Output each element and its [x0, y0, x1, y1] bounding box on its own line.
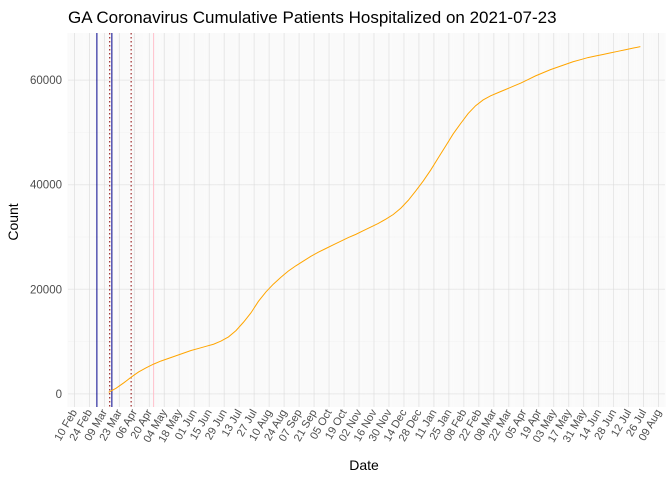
y-tick-label: 40000: [30, 180, 62, 192]
series-line: [108, 46, 641, 393]
x-axis-title: Date: [349, 457, 379, 473]
y-tick-label: 60000: [30, 75, 62, 87]
grid-layer: [67, 33, 666, 407]
y-tick-label: 20000: [30, 284, 62, 296]
y-axis-title: Count: [5, 203, 21, 240]
y-tick-label: 0: [56, 389, 62, 401]
y-axis-ticks: 0 20000 40000 60000: [30, 75, 62, 401]
series-layer: [108, 46, 641, 393]
reference-lines: [96, 33, 155, 407]
chart-title: GA Coronavirus Cumulative Patients Hospi…: [68, 8, 557, 27]
